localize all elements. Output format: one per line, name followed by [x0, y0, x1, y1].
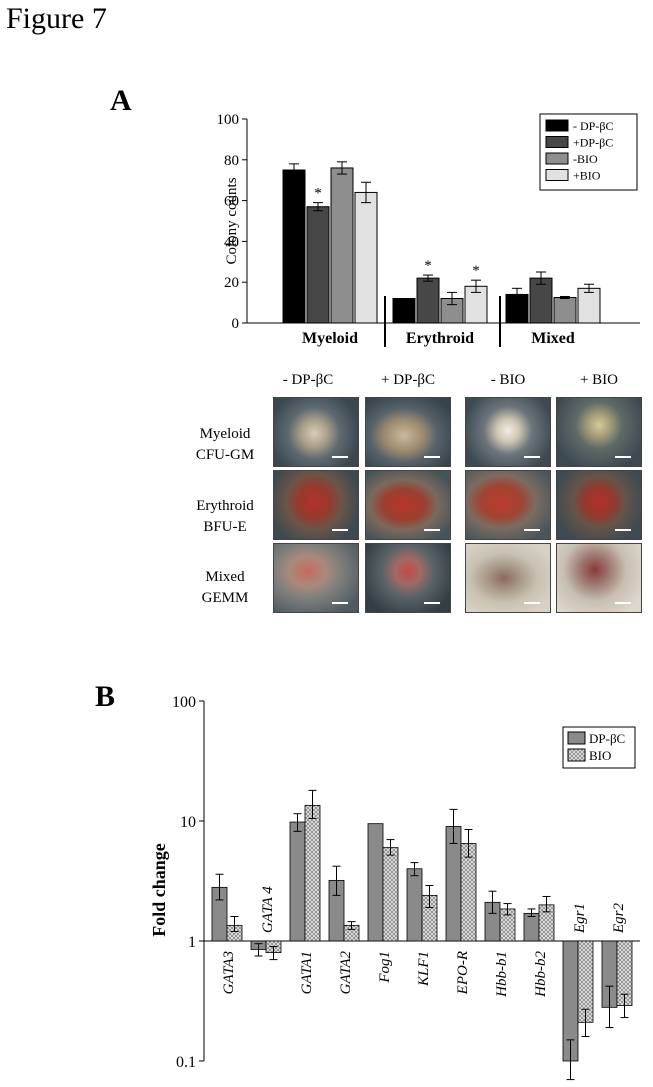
y-axis-label: Fold change — [149, 843, 169, 937]
row-label-line: CFU-GM — [195, 447, 255, 463]
y-tick-label: 0.1 — [176, 1054, 196, 1071]
micrograph-erythroid-minus-dp — [273, 470, 359, 540]
micrograph-mixed-minus-bio — [465, 543, 551, 613]
micrograph-erythroid-plus-bio — [556, 470, 642, 540]
category-label: GATA 4 — [260, 886, 276, 933]
category-label: Egr1 — [572, 903, 588, 934]
scale-bar — [332, 456, 348, 458]
category-label: Hbb-b2 — [533, 951, 549, 998]
micrograph-erythroid-minus-bio — [465, 470, 551, 540]
category-label: Mixed — [531, 330, 575, 347]
legend-swatch — [567, 748, 586, 762]
row-label-line: Myeloid — [199, 426, 251, 442]
grid-column-header: - DP-βC — [282, 372, 334, 388]
bar — [392, 298, 416, 324]
micrograph-myeloid-plus-dp — [365, 397, 451, 467]
scale-bar — [524, 529, 540, 531]
y-tick-label: 1 — [188, 934, 196, 951]
scale-bar — [524, 602, 540, 604]
legend-label: +DP-βC — [573, 136, 613, 150]
scale-bar — [615, 529, 631, 531]
bar — [460, 843, 477, 942]
legend-swatch — [545, 169, 569, 181]
legend-swatch — [567, 731, 586, 745]
colony-count-chart: 0 20 40 60 80 100 Colony counts Myeloid Erythroi… — [217, 112, 640, 347]
micrograph-erythroid-plus-dp — [365, 470, 451, 540]
legend-swatch — [545, 136, 569, 148]
bar — [289, 821, 306, 942]
category-label: Fog1 — [377, 951, 393, 984]
micrograph-myeloid-plus-bio — [556, 397, 642, 467]
y-tick-label: 60 — [224, 194, 239, 210]
scale-bar — [615, 456, 631, 458]
row-label-line: Erythroid — [196, 498, 254, 514]
scale-bar — [424, 456, 440, 458]
bar — [406, 868, 423, 942]
category-label: Hbb-b1 — [494, 951, 510, 998]
bar — [304, 804, 321, 942]
bar — [367, 823, 384, 942]
row-label-line: BFU-E — [203, 519, 247, 535]
micrograph-mixed-plus-bio — [556, 543, 642, 613]
category-label: GATA1 — [299, 951, 315, 994]
y-tick-label: 100 — [217, 112, 240, 128]
significance-marker: * — [424, 258, 432, 274]
y-tick-label: 20 — [224, 275, 239, 291]
y-axis-label: Colony counts — [224, 177, 240, 264]
micrograph-myeloid-minus-bio — [465, 397, 551, 467]
y-tick-label: 40 — [224, 234, 239, 250]
grid-column-header: + BIO — [579, 372, 619, 388]
row-label-line: GEMM — [201, 590, 249, 606]
scale-bar — [424, 602, 440, 604]
y-tick-label: 80 — [224, 153, 239, 169]
significance-marker: * — [314, 186, 322, 202]
row-label-line: Mixed — [205, 569, 245, 585]
scale-bar — [332, 602, 348, 604]
category-label: Myeloid — [302, 330, 358, 347]
legend-label: -BIO — [573, 152, 598, 166]
grid-row-label-myeloid: Myeloid CFU-GM — [180, 424, 270, 466]
bar — [382, 847, 399, 942]
micrograph-myeloid-minus-dp — [273, 397, 359, 467]
legend-label: BIO — [589, 748, 611, 763]
category-label: GATA2 — [338, 951, 354, 995]
grid-column-header: - BIO — [490, 372, 526, 388]
bar — [523, 912, 540, 942]
micrograph-mixed-minus-dp — [273, 543, 359, 613]
figure-title: Figure 7 — [6, 2, 107, 35]
category-label: Erythroid — [406, 330, 474, 347]
micrograph-mixed-plus-dp — [365, 543, 451, 613]
grid-column-header: + DP-βC — [380, 372, 436, 388]
panel-b-label: B — [95, 680, 116, 713]
scale-bar — [332, 529, 348, 531]
y-tick-label: 100 — [172, 694, 196, 711]
y-tick-label: 0 — [232, 316, 240, 332]
grid-row-label-mixed: Mixed GEMM — [180, 567, 270, 609]
legend-swatch — [545, 119, 569, 132]
legend-swatch — [545, 152, 569, 165]
scale-bar — [615, 602, 631, 604]
scale-bar — [524, 456, 540, 458]
category-label: GATA3 — [221, 951, 237, 994]
category-label: EPO-R — [455, 951, 471, 995]
significance-marker: * — [472, 263, 480, 279]
panel-a-label: A — [110, 84, 132, 117]
legend-label: +BIO — [573, 169, 601, 183]
y-tick-label: 10 — [180, 814, 196, 831]
legend-label: - DP-βC — [573, 119, 613, 133]
category-label: KLF1 — [416, 951, 432, 987]
legend-label: DP-βC — [589, 731, 625, 746]
grid-row-label-erythroid: Erythroid BFU-E — [180, 496, 270, 538]
category-label: Egr2 — [611, 903, 627, 935]
scale-bar — [424, 529, 440, 531]
